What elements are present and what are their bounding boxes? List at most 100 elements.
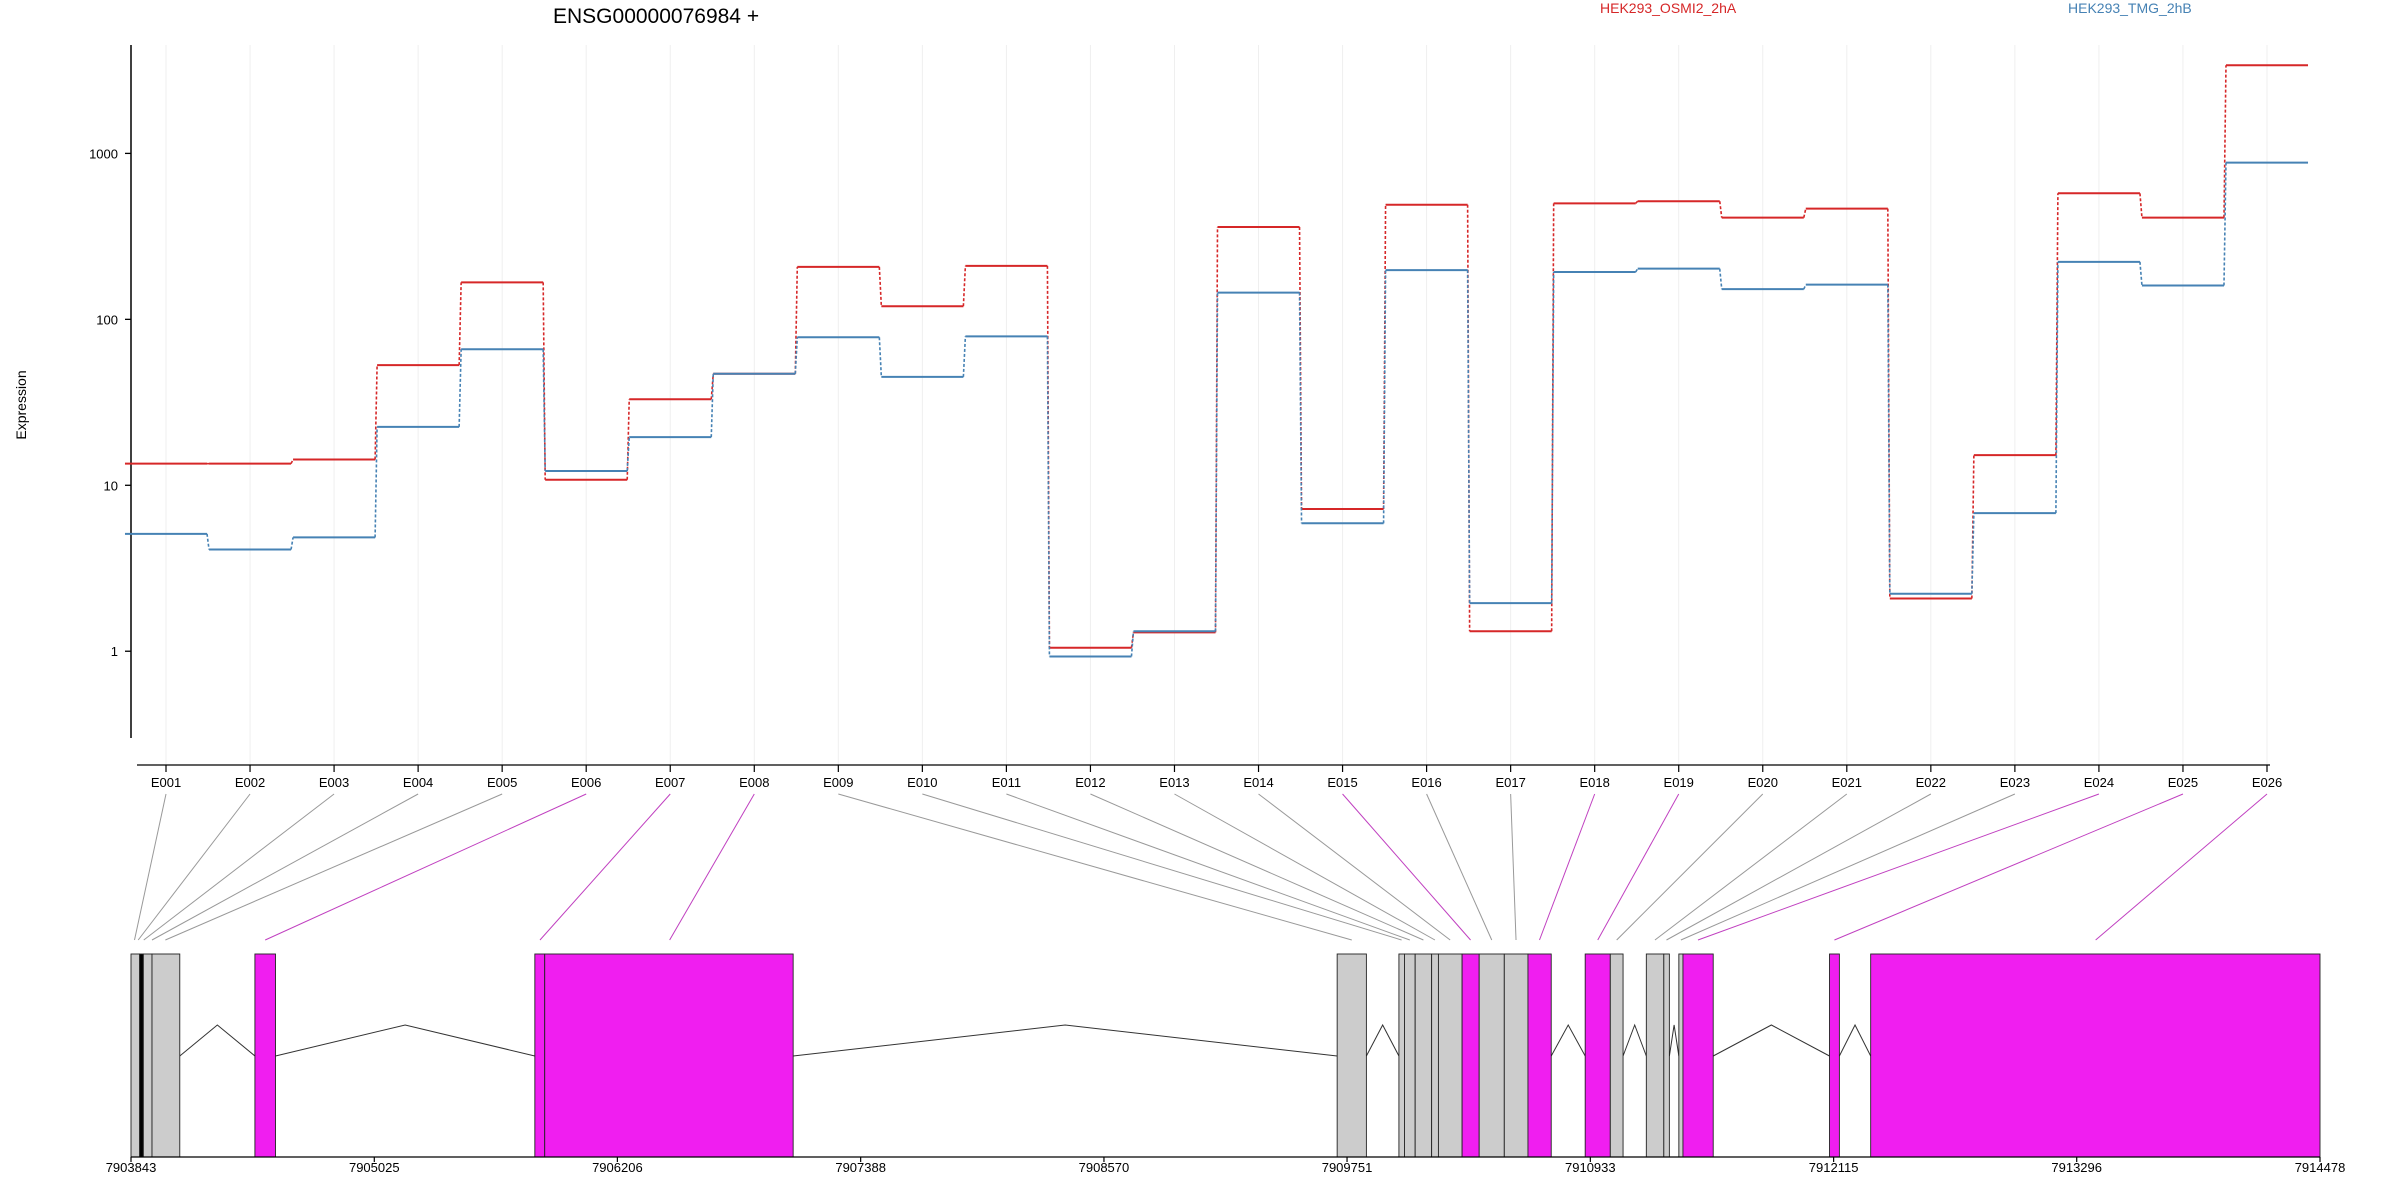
exon-connector [165, 793, 503, 941]
x-tick-label: E003 [319, 775, 349, 790]
exon-connector [2095, 793, 2268, 941]
exon-box [142, 953, 153, 1158]
x-tick-label: E012 [1075, 775, 1105, 790]
series-transition [374, 426, 378, 538]
series-transition [1298, 292, 1303, 524]
intron-line [1550, 1023, 1586, 1057]
exon-connector [1342, 793, 1471, 941]
intron-line [1668, 1024, 1680, 1057]
series-transition [1635, 268, 1639, 273]
series-transition [962, 265, 967, 307]
exon-box [1336, 953, 1367, 1158]
coordinate-tick-label: 7910933 [1565, 1160, 1616, 1175]
exon-box [1437, 953, 1463, 1158]
x-tick-label: E013 [1159, 775, 1189, 790]
exon-connector-lines [134, 793, 2268, 941]
x-tick-label: E025 [2168, 775, 2198, 790]
series-lines [124, 64, 2309, 658]
exon-connector [143, 793, 335, 941]
intron-line [275, 1024, 535, 1057]
x-tick-label: E001 [151, 775, 181, 790]
exon-connector [1666, 793, 1932, 941]
y-axis-label: Expression [13, 370, 29, 439]
x-tick-label: E008 [739, 775, 769, 790]
coordinate-tick-label: 7909751 [1322, 1160, 1373, 1175]
series-transition [542, 282, 546, 480]
exon-box [1527, 953, 1552, 1158]
series-transition [1550, 203, 1555, 632]
exon-connector [1834, 793, 2184, 941]
exon-box [130, 953, 141, 1158]
series-transition [1550, 271, 1555, 604]
x-tick-label: E026 [2252, 775, 2282, 790]
series-transition [626, 399, 631, 480]
exon-connector [922, 793, 1402, 941]
exon-connector [1258, 793, 1451, 941]
intron-line [793, 1024, 1338, 1057]
series-transition [458, 282, 462, 366]
exon-box [1478, 953, 1505, 1158]
exon-box [1404, 953, 1416, 1158]
coordinate-tick-label: 7905025 [349, 1160, 400, 1175]
exon-box [254, 953, 276, 1158]
x-tick-label: E020 [1748, 775, 1778, 790]
x-tick-label: E018 [1579, 775, 1609, 790]
x-tick-label: E006 [571, 775, 601, 790]
x-tick-label: E007 [655, 775, 685, 790]
exon-connector [838, 793, 1352, 941]
coordinate-tick-label: 7914478 [2295, 1160, 2346, 1175]
intron-line [1712, 1024, 1830, 1057]
x-tick-label: E004 [403, 775, 433, 790]
exon-connector [1680, 793, 2016, 941]
series-transition [374, 365, 378, 460]
series-transition [542, 349, 546, 471]
x-tick-label: E002 [235, 775, 265, 790]
series-transition [1718, 201, 1723, 218]
series-transition [2139, 193, 2143, 218]
exon-box [1682, 953, 1714, 1158]
exon-box [1431, 953, 1439, 1158]
series-transition [290, 537, 294, 550]
y-axis: 1 10 100 1000 [89, 45, 132, 738]
exon-connector [134, 793, 167, 941]
series-transition [1971, 513, 1975, 594]
exon-connector [1697, 793, 2100, 941]
legend-series-tmg: HEK293_TMG_2hB [2068, 0, 2192, 16]
exon-connector [1654, 793, 1848, 941]
series-transition [626, 437, 631, 472]
exon-box [1461, 953, 1480, 1158]
exon-box [1398, 953, 1405, 1158]
exon-box [1829, 953, 1840, 1158]
x-axis: E001 E002 E003 E004 E005 E006 E007 E008 E009 E010… [137, 764, 2282, 790]
intron-line [1838, 1023, 1872, 1057]
intron-line [179, 1024, 256, 1057]
exon-connector [1616, 793, 1764, 941]
exon-box [534, 953, 546, 1158]
x-tick-label: E017 [1495, 775, 1525, 790]
exon-connector [1510, 793, 1517, 941]
x-tick-label: E011 [992, 775, 1021, 790]
x-tick-label: E010 [907, 775, 937, 790]
series-transition [458, 349, 462, 427]
series-transition [2223, 65, 2227, 218]
exon-connector [264, 793, 587, 941]
series-transition [2223, 162, 2227, 286]
exon-box [1584, 953, 1611, 1158]
x-tick-label: E019 [1664, 775, 1694, 790]
exon-box [1870, 953, 2321, 1158]
exon-connector [539, 793, 671, 941]
series-transition [1382, 270, 1387, 524]
coordinate-tick-label: 7908570 [1079, 1160, 1130, 1175]
exon-connector [151, 793, 419, 941]
chart-title: ENSG00000076984 + [553, 5, 759, 28]
coordinate-tick-label: 7906206 [592, 1160, 643, 1175]
genomic-coordinate-axis: 7903843 7905025 7906206 7907388 7908570 79097… [106, 1156, 2346, 1175]
exon-connector [1174, 793, 1436, 941]
series-transition [710, 373, 715, 438]
exon-connector [669, 793, 755, 941]
x-tick-label: E009 [823, 775, 853, 790]
exon-box [139, 953, 144, 1158]
x-tick-label: E021 [1832, 775, 1862, 790]
exon-box [1414, 953, 1433, 1158]
